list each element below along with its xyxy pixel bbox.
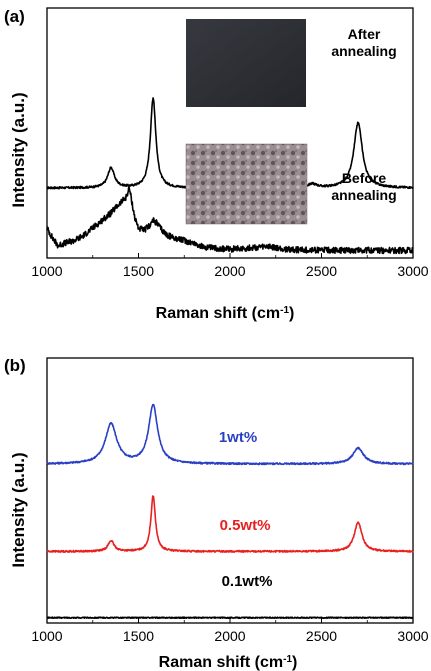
panel-b-label: (b) <box>4 356 26 375</box>
after-annealing-label-line2: annealing <box>331 43 396 59</box>
x-tick-label: 1500 <box>123 263 154 279</box>
panel-b: (b) 1000 1500 2000 2500 3000 1wt% 0.5wt% 0.1… <box>4 356 429 671</box>
panel-b-x-axis-label: Raman shift (cm-1) <box>159 654 298 671</box>
series-label-05wt: 0.5wt% <box>220 517 271 534</box>
x-tick-label: 3000 <box>397 263 428 279</box>
panel-a-x-axis-label: Raman shift (cm-1) <box>156 305 295 323</box>
panel-a-x-axis-label-end: ) <box>289 305 294 322</box>
x-tick-label: 1000 <box>31 263 62 279</box>
before-annealing-label-line1: Before <box>342 170 387 186</box>
x-tick-label: 1000 <box>31 628 62 644</box>
x-tick-label: 2000 <box>214 628 245 644</box>
panel-b-y-axis-label: Intensity (a.u.) <box>9 452 28 567</box>
panel-b-x-ticks: 1000 1500 2000 2500 3000 <box>31 618 429 644</box>
panel-b-x-axis-label-end: ) <box>292 654 297 671</box>
panel-a-x-axis-label-main: Raman shift (cm <box>156 305 280 322</box>
series-line-05wt <box>46 495 414 553</box>
after-annealing-micrograph <box>186 19 306 107</box>
series-label-1wt: 1wt% <box>219 429 257 446</box>
after-annealing-label-line1: After <box>348 26 381 42</box>
x-tick-label: 3000 <box>397 628 428 644</box>
before-annealing-label-line2: annealing <box>331 187 396 203</box>
panel-a-x-ticks: 1000 1500 2000 2500 3000 <box>31 253 429 279</box>
x-tick-label: 2000 <box>214 263 245 279</box>
panel-b-x-axis-label-sup: -1 <box>283 654 292 665</box>
panel-a: (a) 1000 1500 2000 2500 3000 After annealing… <box>4 7 429 322</box>
panel-b-x-axis-label-main: Raman shift (cm <box>159 654 283 671</box>
panel-a-x-axis-label-sup: -1 <box>280 305 289 316</box>
series-line-before <box>46 186 414 255</box>
before-annealing-micrograph <box>185 143 308 225</box>
panel-a-y-axis-label: Intensity (a.u.) <box>9 92 28 207</box>
x-tick-label: 2500 <box>306 263 337 279</box>
panel-a-label: (a) <box>4 7 25 26</box>
series-label-01wt: 0.1wt% <box>222 573 273 590</box>
x-tick-label: 2500 <box>306 628 337 644</box>
x-tick-label: 1500 <box>123 628 154 644</box>
series-line-1wt <box>46 403 414 466</box>
panel-b-series <box>46 403 414 619</box>
series-line-01wt <box>46 616 414 619</box>
